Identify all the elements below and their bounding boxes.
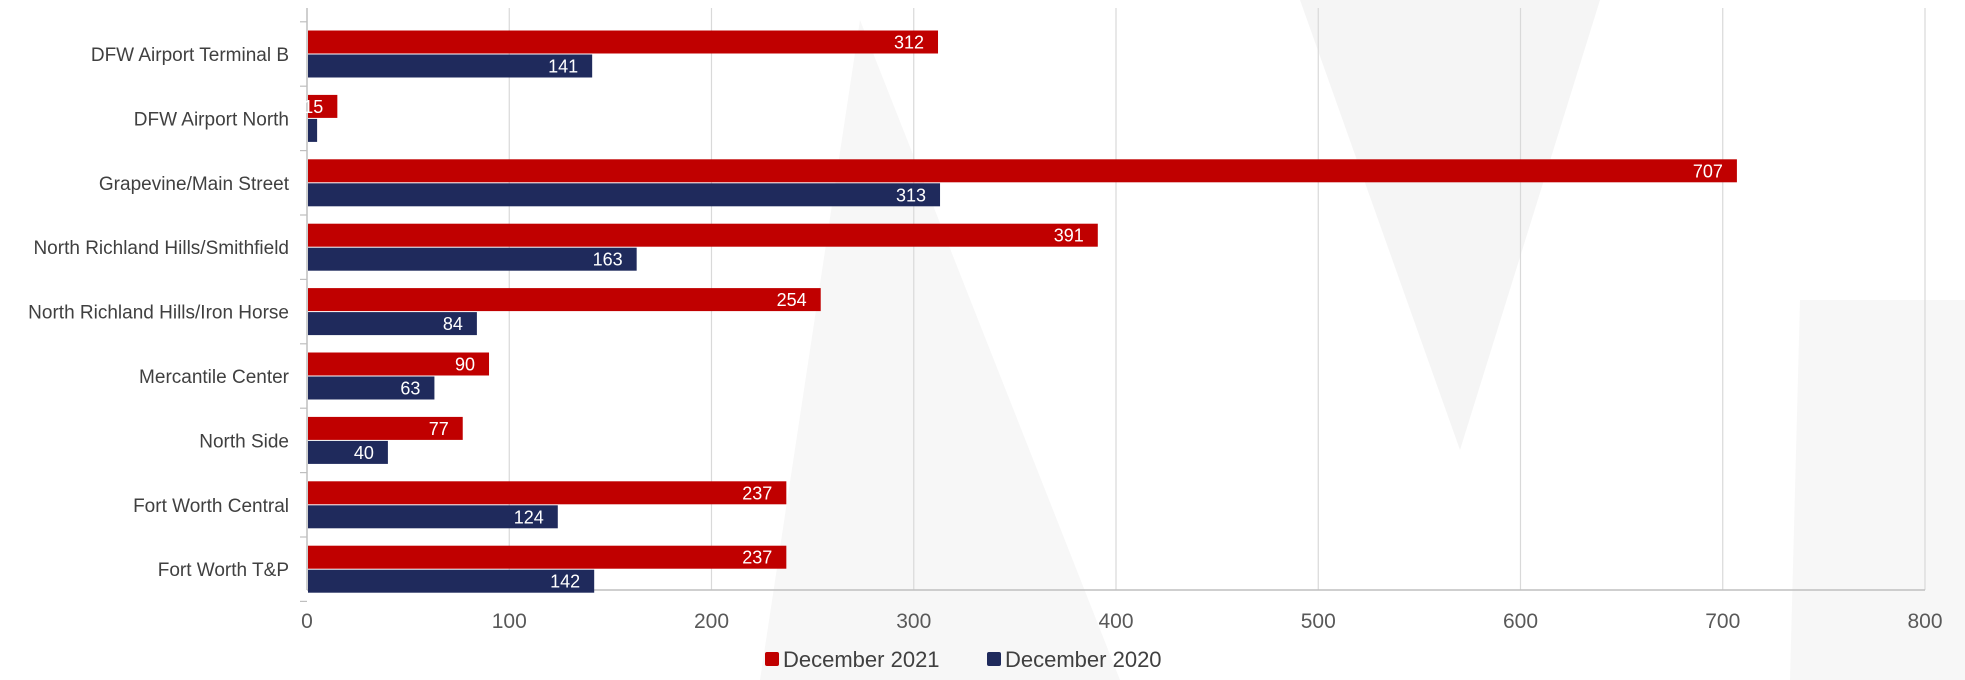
bar	[308, 440, 388, 464]
legend: December 2021 December 2020	[765, 647, 1162, 672]
bar	[308, 30, 939, 54]
data-labels: 312 15 707 391 254 90 77 237 237 141 313 163 84 63 40 1…	[303, 33, 1723, 592]
bar	[308, 505, 558, 529]
category-label: Mercantile Center	[139, 367, 290, 388]
data-label: 77	[429, 419, 449, 439]
x-tick-label: 500	[1301, 610, 1336, 633]
bar	[308, 118, 318, 142]
x-tick-label: 600	[1503, 610, 1538, 633]
bar	[308, 94, 338, 118]
bar	[308, 183, 941, 207]
data-label: 141	[548, 57, 578, 77]
x-tick-label: 100	[492, 610, 527, 633]
bar	[308, 247, 637, 271]
bar	[308, 54, 593, 78]
legend-label: December 2021	[783, 647, 940, 672]
category-label: Fort Worth T&P	[158, 560, 289, 581]
background-watermark	[760, 0, 1965, 680]
category-label: North Richland Hills/Smithfield	[33, 238, 289, 259]
bar	[308, 223, 1098, 247]
data-label: 163	[593, 250, 623, 270]
bar	[308, 481, 787, 505]
bar	[308, 569, 595, 593]
category-label: North Side	[199, 431, 289, 452]
data-label: 90	[455, 355, 475, 375]
data-label: 707	[1693, 161, 1723, 181]
data-label: 312	[894, 33, 924, 53]
category-label: DFW Airport North	[134, 109, 289, 130]
data-label: 63	[400, 379, 420, 399]
bar	[308, 416, 463, 440]
data-label: 391	[1054, 226, 1084, 246]
category-label: North Richland Hills/Iron Horse	[28, 303, 289, 324]
bar	[308, 312, 477, 336]
bar	[308, 159, 1737, 183]
legend-swatch	[765, 652, 779, 666]
x-tick-label: 400	[1098, 610, 1133, 633]
data-label: 40	[354, 443, 374, 463]
x-tick-label: 0	[301, 610, 313, 633]
data-label: 124	[514, 507, 544, 527]
legend-swatch	[987, 652, 1001, 666]
category-label: Grapevine/Main Street	[99, 174, 290, 195]
data-label: 254	[777, 290, 807, 310]
legend-label: December 2020	[1005, 647, 1162, 672]
x-tick-label: 700	[1705, 610, 1740, 633]
category-label: Fort Worth Central	[133, 496, 289, 517]
category-label: DFW Airport Terminal B	[91, 45, 289, 66]
bar	[308, 545, 787, 569]
bar	[308, 376, 435, 400]
x-tick-label: 200	[694, 610, 729, 633]
category-labels: DFW Airport Terminal B DFW Airport North G…	[28, 45, 290, 581]
x-tick-label: 300	[896, 610, 931, 633]
data-label: 15	[303, 97, 323, 117]
bars	[308, 30, 1737, 593]
data-label: 237	[742, 483, 772, 503]
bar	[308, 352, 490, 376]
x-tick-labels: 0 100 200 300 400 500 600 700 800	[301, 610, 1942, 633]
x-tick-label: 800	[1907, 610, 1942, 633]
data-label: 237	[742, 548, 772, 568]
data-label: 142	[550, 572, 580, 592]
data-label: 84	[443, 314, 463, 334]
bar	[308, 288, 821, 312]
data-label: 313	[896, 185, 926, 205]
